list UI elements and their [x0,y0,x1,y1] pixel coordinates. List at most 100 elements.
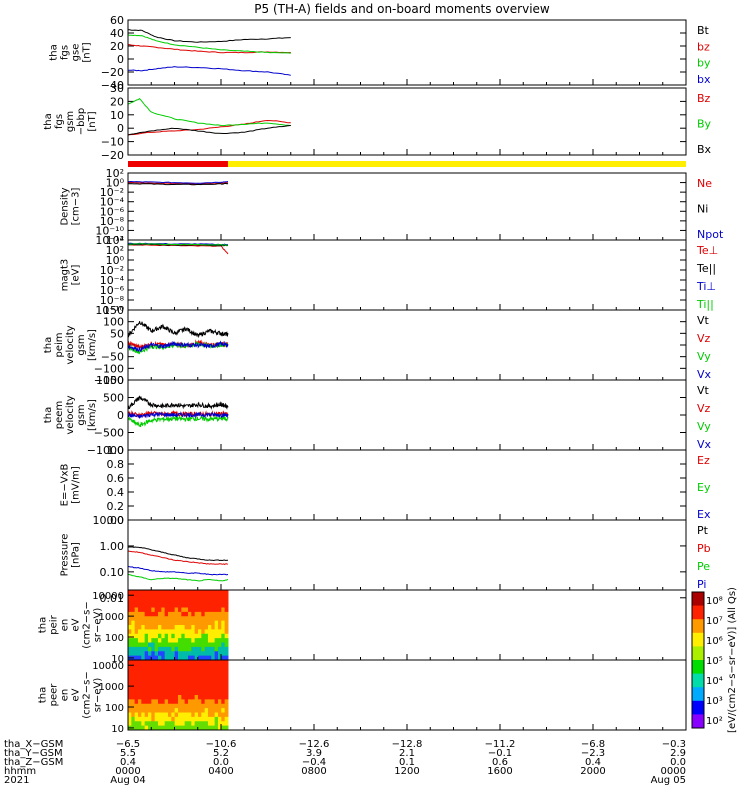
spec-cell [221,633,226,639]
spec-cell [128,638,132,643]
spec-cell [154,681,159,687]
spec-cell [154,716,159,722]
spec-cell [177,633,182,639]
spec-cell [184,660,189,665]
ytick-label: 0 [117,339,124,352]
spec-cell [141,651,146,657]
spec-cell [177,673,182,678]
spec-cell [201,716,206,722]
spec-cell [207,629,212,635]
spec-cell [217,603,222,608]
spec-cell [151,703,156,709]
spec-cell [191,681,196,687]
spec-cell [187,712,192,718]
spec-cell [164,673,169,678]
legend-Npot: Npot [697,228,724,241]
series-Vt [127,321,229,339]
spec-cell [224,603,229,608]
spec-cell [194,677,199,683]
spec-cell [214,590,219,595]
spec-cell [137,721,142,727]
spec-cell [147,655,152,661]
spec-cell [137,598,142,604]
ytick-label: 10⁻⁴ [100,196,125,209]
ylabel-line: eV [71,688,82,701]
spec-cell [187,620,192,626]
ytick-label: −20 [101,66,124,79]
spec-cell [197,712,202,718]
spec-cell [157,638,162,643]
spec-cell [167,699,172,705]
spec-cell [131,598,136,604]
spec-cell [201,638,206,643]
spec-cell [187,598,192,604]
spec-cell [174,690,179,696]
spec-cell [201,611,206,617]
spec-cell [137,690,142,696]
spec-cell [167,611,172,617]
spec-cell [164,616,169,622]
spec-cell [204,646,209,652]
spec-cell [217,703,222,709]
spec-cell [207,681,212,687]
ytick-label: 100 [105,703,124,714]
spec-cell [141,725,146,731]
spec-cell [211,629,216,635]
colorbar-tick: 10⁷ [706,616,723,627]
spec-cell [217,699,222,705]
spec-cell [147,638,152,643]
spec-cell [191,611,196,617]
spec-cell [154,590,159,595]
spec-cell [137,712,142,718]
spec-cell [141,607,146,613]
spec-cell [201,699,206,705]
spec-cell [137,668,142,674]
spec-cell [181,646,186,652]
spec-cell [224,598,229,604]
spec-cell [174,616,179,622]
spec-cell [128,677,132,683]
legend-bx: bx [697,73,711,86]
spec-cell [147,677,152,683]
spec-cell [214,633,219,639]
spec-cell [171,690,176,696]
spec-cell [174,712,179,718]
spec-cell [197,616,202,622]
spec-cell [217,607,222,613]
spec-cell [191,721,196,727]
ytick-label: 50 [110,327,124,340]
spec-cell [144,712,149,718]
spec-cell [221,690,226,696]
spec-cell [161,655,166,661]
footer-value: 0.6 [492,757,508,768]
spec-cell [154,646,159,652]
spec-cell [151,725,156,731]
legend-Ey: Ey [697,481,711,494]
spec-cell [184,673,189,678]
spec-cell [141,712,146,718]
spec-cell [224,625,229,630]
spec-cell [204,721,209,727]
spec-cell [184,594,189,600]
spec-cell [184,590,189,595]
footer-value: 0.4 [585,757,601,768]
spec-cell [181,620,186,626]
footer-value: 0800 [301,766,326,777]
spec-cell [217,625,222,630]
spec-cell [211,690,216,696]
spec-cell [171,651,176,657]
ylabel-line: tha [49,44,60,60]
spec-cell [177,616,182,622]
colorbar-segment [692,673,704,688]
legend-Vx: Vx [697,438,712,451]
spec-cell [171,695,176,700]
footer-value: 2000 [580,766,605,777]
spec-cell [194,603,199,608]
spec-cell [151,638,156,643]
spec-cell [191,664,196,670]
spec-cell [157,660,162,665]
panel-peem_velocity: thapeemvelocitygsm[km/s] 1000 500 0 −500 −100… [43,374,712,457]
spec-cell [221,611,226,617]
spec-cell [167,712,172,718]
